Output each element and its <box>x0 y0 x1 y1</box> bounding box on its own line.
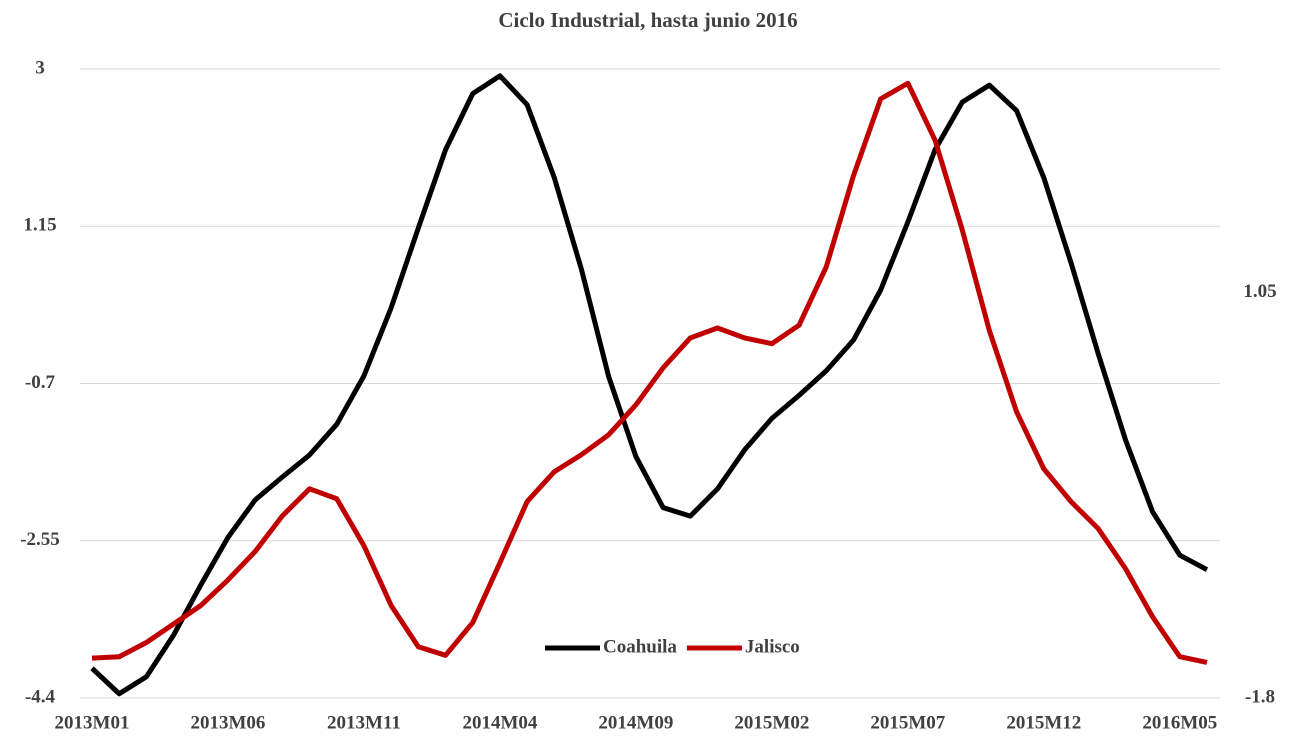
x-tick-label: 2015M02 <box>734 712 809 733</box>
x-tick-label: 2013M06 <box>191 712 266 733</box>
y-tick-label: -0.7 <box>25 372 56 393</box>
y-tick-label: 3 <box>35 57 45 78</box>
x-tick-label: 2013M01 <box>55 712 130 733</box>
x-tick-label: 2015M12 <box>1006 712 1081 733</box>
legend-label: Coahuila <box>603 636 677 657</box>
x-tick-label: 2014M04 <box>462 712 537 733</box>
x-tick-label: 2013M11 <box>327 712 401 733</box>
y-tick-label: 1.15 <box>23 215 56 236</box>
y-tick-label: -2.55 <box>20 529 60 550</box>
chart-title: Ciclo Industrial, hasta junio 2016 <box>498 8 797 32</box>
x-tick-label: 2015M07 <box>870 712 945 733</box>
legend-label: Jalisco <box>745 636 800 657</box>
line-series <box>90 73 1209 697</box>
y2-tick-label: 1.05 <box>1243 281 1276 302</box>
line-series <box>91 80 1208 665</box>
y-tick-label: -4.4 <box>25 686 56 707</box>
x-tick-label: 2014M09 <box>598 712 673 733</box>
y2-tick-label: -1.8 <box>1245 686 1275 707</box>
x-tick-label: 2016M05 <box>1142 712 1217 733</box>
